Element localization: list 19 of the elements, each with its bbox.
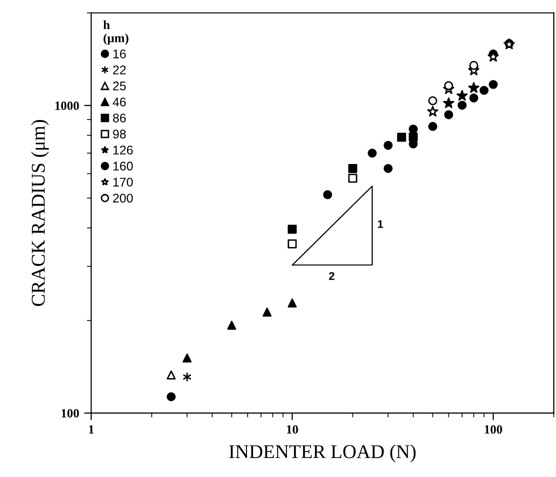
legend-label: 16 (113, 49, 126, 58)
legend-label: 170 (113, 178, 133, 187)
legend-label: 200 (113, 194, 133, 203)
x-axis-title: INDENTER LOAD (N) (229, 444, 416, 462)
legend-label: 22 (113, 66, 126, 74)
legend-label: 25 (113, 82, 126, 90)
y-axis-title: CRACK RADIUS (μm) (31, 120, 49, 306)
legend-title: h (μm) (103, 20, 128, 45)
x-tick-label: 100 (484, 425, 502, 434)
legend-label: 126 (113, 146, 133, 155)
x-tick-label: 10 (286, 425, 298, 434)
x-tick-label: 1 (89, 425, 94, 434)
legend-label: 160 (113, 162, 133, 171)
legend-label: 98 (113, 130, 126, 138)
legend-label: 46 (112, 98, 126, 106)
annotation: 2 (329, 272, 334, 280)
annotation: 1 (378, 220, 384, 228)
legend-label: 86 (112, 114, 126, 122)
y-tick-label: 1000 (55, 102, 79, 110)
